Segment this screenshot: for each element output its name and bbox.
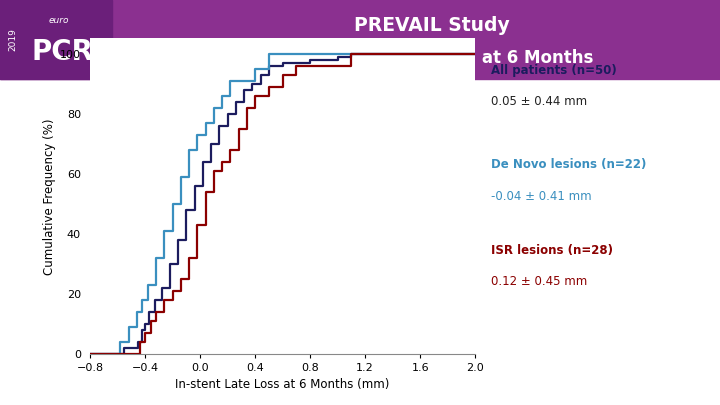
Bar bbox=[0, 0, 112, 79]
Text: euro: euro bbox=[49, 16, 69, 25]
Text: PCR: PCR bbox=[32, 38, 94, 66]
Text: De Novo lesions (n=22): De Novo lesions (n=22) bbox=[490, 158, 646, 171]
Text: Late Loss Distribution at 6 Months: Late Loss Distribution at 6 Months bbox=[270, 49, 594, 68]
Text: 0.12 ± 0.45 mm: 0.12 ± 0.45 mm bbox=[490, 275, 587, 288]
Y-axis label: Cumulative Frequency (%): Cumulative Frequency (%) bbox=[42, 118, 56, 275]
Text: 0.05 ± 0.44 mm: 0.05 ± 0.44 mm bbox=[490, 95, 587, 108]
Text: PREVAIL Study: PREVAIL Study bbox=[354, 16, 510, 35]
X-axis label: In-stent Late Loss at 6 Months (mm): In-stent Late Loss at 6 Months (mm) bbox=[176, 377, 390, 390]
Text: All patients (n=50): All patients (n=50) bbox=[490, 64, 616, 77]
Text: ISR lesions (n=28): ISR lesions (n=28) bbox=[490, 244, 613, 257]
Text: 2019: 2019 bbox=[9, 28, 17, 51]
Text: -0.04 ± 0.41 mm: -0.04 ± 0.41 mm bbox=[490, 190, 591, 203]
